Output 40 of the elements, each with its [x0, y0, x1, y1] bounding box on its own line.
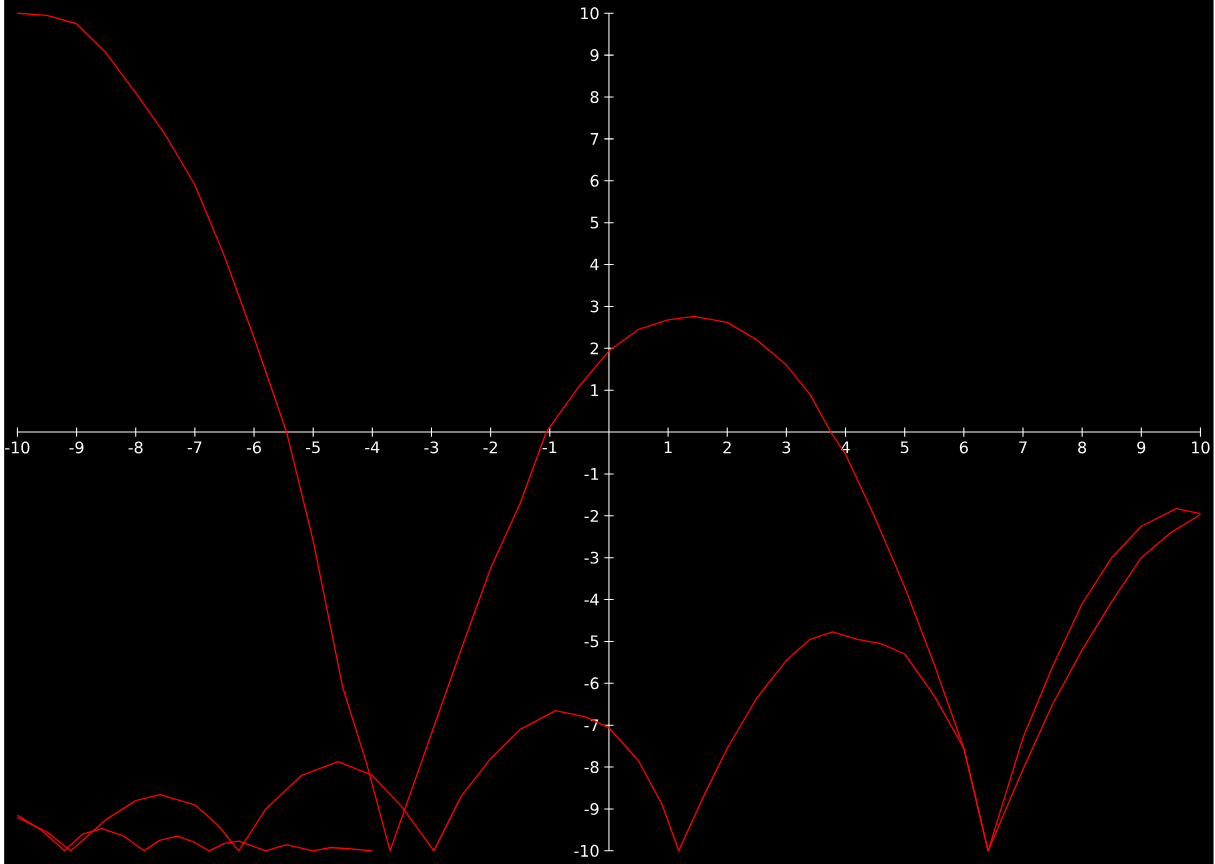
y-tick-label: 10: [581, 7, 599, 20]
x-tick-label: -3: [424, 441, 439, 454]
y-tick-label: -4: [584, 593, 599, 606]
x-tick-label: 4: [841, 441, 850, 453]
y-tick-label: -9: [584, 802, 599, 815]
x-tick-label: -6: [246, 441, 261, 454]
x-tick-label: -8: [128, 441, 143, 454]
y-tick-label: 5: [590, 216, 599, 229]
x-tick-label: -10: [5, 441, 30, 454]
y-tick-label: 7: [590, 133, 599, 145]
y-tick-label: -6: [584, 677, 599, 690]
x-tick-label: 9: [1137, 441, 1146, 454]
y-tick-label: 4: [590, 258, 599, 271]
y-tick-label: -8: [584, 761, 599, 774]
y-tick-label: 1: [591, 384, 599, 396]
x-tick-label: 10: [1192, 441, 1210, 454]
x-tick-label: 5: [900, 441, 909, 454]
x-tick-label: 1: [664, 441, 672, 453]
x-tick-label: -9: [69, 441, 84, 454]
y-tick-label: -7: [584, 719, 599, 731]
x-tick-label: -5: [306, 441, 320, 454]
y-tick-label: -2: [584, 509, 599, 522]
x-tick-label: 8: [1078, 441, 1087, 454]
y-tick-label: 3: [590, 300, 599, 313]
x-tick-label: 7: [1019, 441, 1027, 453]
y-tick-label: 9: [590, 49, 599, 62]
y-tick-label: -1: [584, 468, 599, 480]
y-tick-label: -10: [574, 844, 599, 857]
x-tick-label: 3: [782, 441, 791, 454]
x-tick-label: -4: [365, 441, 380, 453]
y-tick-label: -5: [584, 635, 599, 648]
y-tick-label: 8: [590, 90, 599, 103]
y-tick-label: 2: [590, 342, 599, 355]
y-tick-label: 6: [590, 174, 599, 187]
x-tick-label: 6: [959, 441, 968, 454]
x-tick-label: -7: [187, 441, 202, 453]
x-tick-label: -1: [542, 441, 557, 453]
x-tick-label: 2: [723, 441, 731, 454]
y-tick-label: -3: [584, 551, 599, 564]
x-tick-label: -2: [483, 441, 497, 454]
